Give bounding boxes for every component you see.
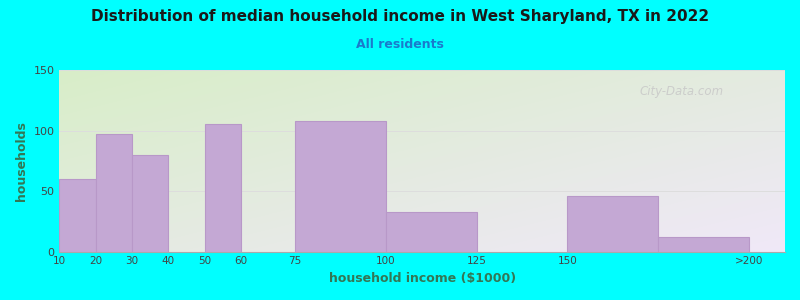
Bar [567,196,658,252]
Bar [96,134,132,252]
Bar [295,121,386,252]
X-axis label: household income ($1000): household income ($1000) [329,272,516,285]
Text: All residents: All residents [356,38,444,50]
Bar [658,237,749,252]
Y-axis label: households: households [15,121,28,201]
Bar [205,124,241,252]
Text: City-Data.com: City-Data.com [640,85,724,98]
Text: Distribution of median household income in West Sharyland, TX in 2022: Distribution of median household income … [91,9,709,24]
Bar [386,212,477,252]
Bar [59,179,96,252]
Bar [132,155,168,252]
